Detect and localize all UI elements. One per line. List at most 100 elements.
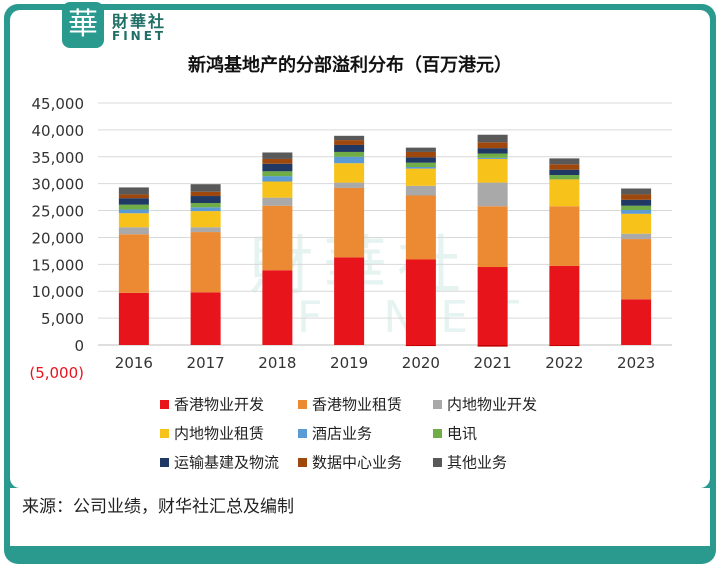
bar-segment (118, 234, 149, 293)
legend-label: 内地物业租赁 (174, 425, 264, 443)
finet-logo-mark: 華 (62, 2, 104, 48)
bar-segment (262, 270, 293, 345)
bar-segment (477, 142, 508, 149)
legend-label: 电讯 (447, 425, 477, 443)
legend-label: 数据中心业务 (312, 454, 402, 472)
bar-segment (477, 134, 508, 143)
bar-segment (405, 162, 436, 167)
bar-segment (405, 195, 436, 260)
legend-label: 其他业务 (447, 454, 507, 472)
bar-segment (190, 292, 221, 345)
bar-segment (118, 204, 149, 210)
bar-segment (262, 171, 293, 177)
bar-segment (549, 179, 580, 207)
legend-label: 运输基建及物流 (174, 454, 279, 472)
y-tick-label: 35,000 (32, 149, 85, 167)
bar-segment (190, 232, 221, 293)
bar-stack-group (118, 134, 652, 347)
bar-segment (190, 196, 221, 204)
bar-segment (262, 181, 293, 198)
bar-segment (118, 213, 149, 228)
bar-segment (262, 176, 293, 182)
bar-segment (262, 163, 293, 172)
x-tick-label: 2023 (617, 354, 655, 372)
bar-segment (549, 175, 580, 180)
bar-segment (190, 207, 221, 212)
bar-segment (621, 199, 652, 206)
bar-segment (549, 206, 580, 266)
legend-label: 酒店业务 (312, 425, 372, 443)
legend-swatch (160, 429, 169, 438)
bar-segment-negative (477, 345, 508, 347)
bar-segment (262, 152, 293, 159)
bar-segment (405, 259, 436, 345)
y-axis: (5,000) 0 5,000 10,000 15,000 20,000 25,000 30,… (29, 95, 84, 382)
x-tick-label: 2020 (402, 354, 440, 372)
bar-segment (477, 148, 508, 154)
bar-segment (334, 144, 365, 152)
bar-segment-negative (549, 345, 580, 347)
legend-swatch (433, 458, 442, 467)
y-tick-label: 45,000 (32, 95, 85, 113)
y-tick-label: 20,000 (32, 229, 85, 247)
x-tick-label: 2016 (115, 354, 153, 372)
source-band (10, 488, 710, 546)
bar-segment (477, 157, 508, 159)
bar-segment (621, 299, 652, 345)
bar-segment (405, 151, 436, 158)
x-tick-label: 2017 (187, 354, 225, 372)
bar-segment (118, 198, 149, 205)
x-axis: 2016 2017 2018 2019 2020 2021 2022 2023 (115, 354, 655, 372)
legend-swatch (298, 429, 307, 438)
bar-segment (621, 188, 652, 195)
y-tick-label: 10,000 (32, 283, 85, 301)
bar-segment (118, 187, 149, 195)
legend-label: 香港物业开发 (174, 396, 264, 414)
bar-segment (405, 168, 436, 186)
y-tick-label: (5,000) (29, 364, 84, 382)
bar-segment (549, 265, 580, 345)
legend-label: 香港物业租赁 (312, 396, 402, 414)
finet-logo-english: FINET (112, 29, 167, 43)
bar-segment (118, 292, 149, 345)
legend-swatch (433, 400, 442, 409)
bar-segment (118, 227, 149, 235)
finet-logo-chinese: 財華社 (112, 12, 167, 31)
bar-segment (118, 194, 149, 199)
bar-segment-negative (405, 345, 436, 347)
bar-segment (405, 147, 436, 152)
x-tick-label: 2021 (474, 354, 512, 372)
legend-swatch (160, 458, 169, 467)
bar-segment (621, 205, 652, 211)
bar-segment (334, 156, 365, 164)
bar-segment (549, 169, 580, 176)
bar-segment (334, 151, 365, 157)
bar-segment (334, 187, 365, 258)
bar-segment (262, 158, 293, 164)
bar-segment (405, 166, 436, 169)
bar-segment (477, 267, 508, 345)
bar-segment (621, 194, 652, 200)
bar-segment (549, 164, 580, 170)
bar-segment (334, 257, 365, 345)
bar-segment (190, 211, 221, 228)
bar-segment (262, 197, 293, 206)
bar-segment (477, 153, 508, 158)
bar-segment (477, 158, 508, 183)
legend-swatch (298, 400, 307, 409)
x-tick-label: 2019 (330, 354, 368, 372)
bar-segment (190, 191, 221, 197)
legend-label: 内地物业开发 (447, 396, 537, 414)
bar-segment (262, 205, 293, 271)
chart-title: 新鸿基地产的分部溢利分布（百万港元） (188, 54, 512, 76)
y-tick-label: 5,000 (41, 310, 84, 328)
bar-segment (405, 185, 436, 196)
y-tick-label: 40,000 (32, 122, 85, 140)
bar-segment (405, 157, 436, 163)
legend-swatch (298, 458, 307, 467)
bar-segment (621, 239, 652, 300)
bar-segment (334, 140, 365, 145)
x-tick-label: 2022 (545, 354, 583, 372)
